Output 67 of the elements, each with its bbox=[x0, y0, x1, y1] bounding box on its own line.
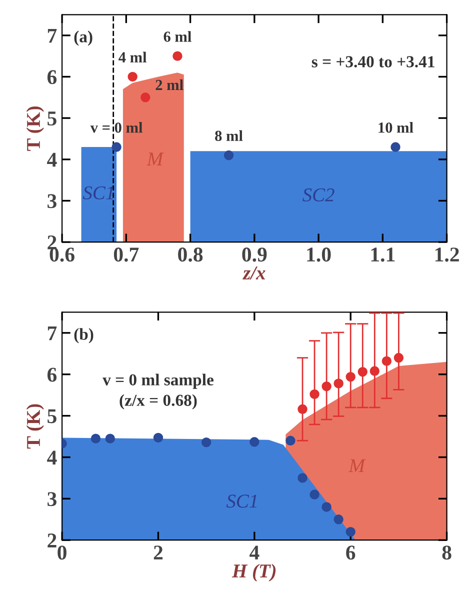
x-tick-label: 8 bbox=[442, 546, 452, 560]
x-tick-label: 0.6 bbox=[50, 248, 74, 262]
point bbox=[286, 436, 296, 446]
annotation: v = 0 ml sample bbox=[102, 374, 214, 389]
point bbox=[334, 514, 344, 524]
y-tick-label: 4 bbox=[47, 450, 57, 464]
x-tick-label: 6 bbox=[346, 546, 356, 560]
x-tick-label: 1.0 bbox=[307, 248, 331, 262]
annotation: 6 ml bbox=[164, 31, 192, 42]
point bbox=[112, 142, 122, 152]
annotation: (z/x = 0.68) bbox=[120, 394, 197, 410]
y-tick-label: 6 bbox=[47, 368, 57, 382]
point bbox=[346, 526, 356, 537]
x-tick-label: 0 bbox=[58, 546, 66, 560]
x-tick-label: 1.1 bbox=[371, 248, 395, 262]
point bbox=[128, 72, 138, 82]
point bbox=[346, 372, 356, 382]
x-tick-label: 0.8 bbox=[178, 248, 203, 262]
y-tick-label: 5 bbox=[48, 112, 56, 126]
annotation: v = 0 ml bbox=[90, 122, 142, 133]
point bbox=[140, 92, 150, 102]
point bbox=[394, 352, 404, 363]
point bbox=[298, 473, 308, 483]
x-tick-label: 4 bbox=[249, 546, 260, 560]
x-tick-label: 0.7 bbox=[114, 248, 139, 262]
point bbox=[172, 51, 182, 61]
point bbox=[201, 437, 212, 448]
x-tick-label: 0.9 bbox=[242, 248, 267, 262]
y-tick-label: 3 bbox=[48, 194, 56, 208]
point bbox=[382, 356, 392, 366]
x-tick-label: 1.2 bbox=[435, 248, 459, 262]
point bbox=[390, 142, 400, 152]
x-axis-title: z/x bbox=[242, 266, 266, 280]
series-label: SC1 bbox=[82, 186, 114, 200]
annotation: (a) bbox=[74, 30, 92, 46]
point bbox=[153, 432, 164, 443]
point bbox=[334, 378, 344, 388]
annotation: (b) bbox=[74, 328, 94, 344]
point bbox=[250, 437, 260, 447]
point bbox=[90, 434, 101, 444]
annotation: s = +3.40 to +3.41 bbox=[312, 56, 434, 68]
series-label: SC2 bbox=[302, 188, 334, 202]
point bbox=[322, 381, 332, 392]
y-tick-label: 3 bbox=[48, 492, 56, 506]
y-tick-label: 7 bbox=[48, 28, 57, 43]
annotation: 8 ml bbox=[215, 130, 243, 142]
point bbox=[105, 434, 115, 444]
y-tick-label: 7 bbox=[48, 326, 57, 340]
point bbox=[310, 389, 320, 400]
y-axis-title: T (K) bbox=[26, 404, 44, 449]
point bbox=[358, 366, 368, 377]
x-tick-label: 2 bbox=[154, 546, 163, 560]
series-label: SC1 bbox=[226, 494, 257, 508]
annotation: 2 ml bbox=[156, 79, 184, 90]
x-axis-title: H (T) bbox=[232, 564, 276, 582]
y-tick-label: 2 bbox=[48, 534, 56, 548]
y-tick-label: 5 bbox=[48, 409, 56, 424]
point bbox=[310, 490, 320, 500]
annotation: 10 ml bbox=[378, 122, 414, 133]
point bbox=[370, 366, 380, 376]
annotation: 4 ml bbox=[118, 52, 147, 62]
point bbox=[224, 150, 234, 160]
point bbox=[298, 404, 308, 414]
point bbox=[322, 502, 332, 512]
y-tick-label: 4 bbox=[47, 152, 57, 167]
y-tick-label: 6 bbox=[47, 70, 57, 84]
y-axis-title: T (K) bbox=[26, 106, 44, 151]
